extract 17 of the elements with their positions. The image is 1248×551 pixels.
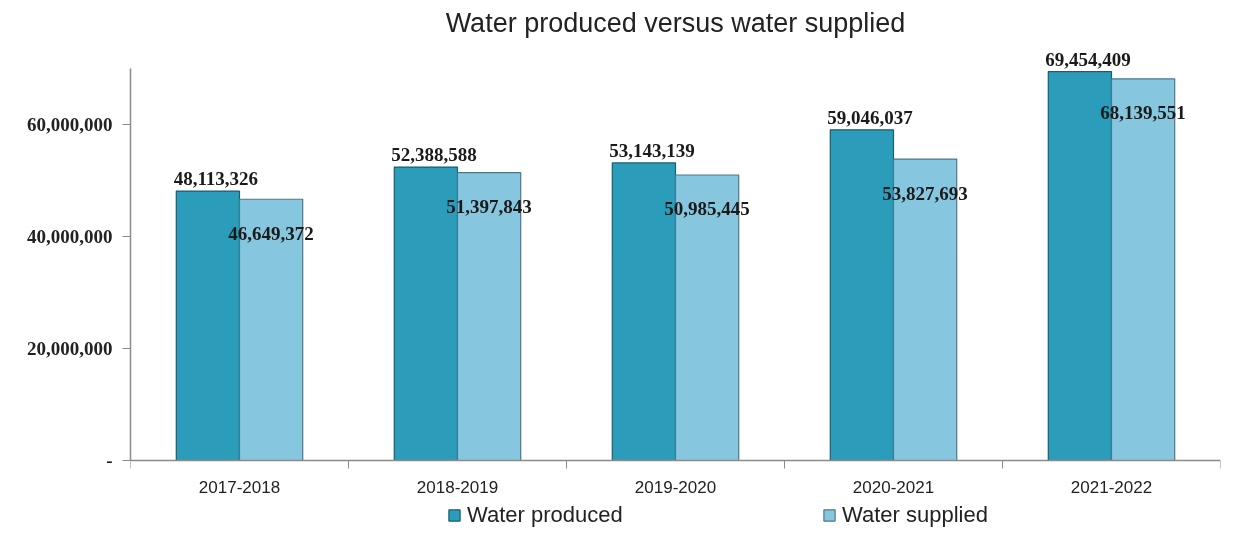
data-label: 59,046,037: [827, 106, 914, 128]
x-tick-label: 2020-2021: [852, 477, 935, 497]
chart-title: Water produced versus water supplied: [445, 7, 906, 38]
data-label: 52,388,588: [391, 144, 477, 166]
data-label: 53,143,139: [609, 139, 695, 161]
x-tick-label: 2019-2020: [634, 477, 717, 497]
y-tick-label: 40,000,000: [27, 226, 113, 247]
data-label: 69,454,409: [1045, 48, 1131, 70]
data-label: 48,113,326: [173, 168, 259, 190]
legend-label: Water supplied: [842, 502, 989, 528]
y-tick-label: -: [106, 450, 113, 471]
y-tick-label: 60,000,000: [27, 114, 113, 135]
x-tick-label: 2017-2018: [198, 477, 281, 497]
x-tick-label: 2018-2019: [416, 477, 499, 497]
y-tick-label: 20,000,000: [27, 338, 113, 359]
legend-label: Water produced: [467, 502, 624, 528]
x-tick-label: 2021-2022: [1070, 477, 1153, 497]
